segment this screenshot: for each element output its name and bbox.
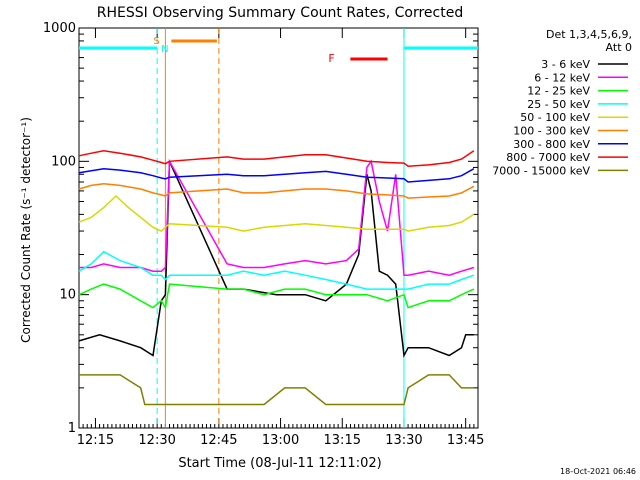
- x-tick-label: 12:15: [77, 433, 114, 448]
- x-tick-label: 13:00: [262, 433, 299, 448]
- legend-label-6: 300 - 800 keV: [513, 138, 590, 151]
- legend-label-2: 12 - 25 keV: [527, 85, 590, 98]
- y-tick-label: 100: [51, 154, 76, 169]
- legend-label-1: 6 - 12 keV: [534, 71, 590, 84]
- series-line-1: [79, 158, 475, 276]
- series-line-3: [78, 250, 475, 290]
- x-tick-label: 12:45: [200, 433, 237, 448]
- legend-header-1: Det 1,3,4,5,6,9,: [546, 28, 632, 41]
- series-line-4: [78, 194, 475, 232]
- legend-label-3: 25 - 50 keV: [527, 98, 590, 111]
- footer-date: 18-Oct-2021 06:46: [560, 467, 636, 476]
- x-tick-label: 13:30: [385, 433, 422, 448]
- legend-label-8: 7000 - 15000 keV: [492, 164, 590, 177]
- x-tick-label: 13:15: [324, 433, 361, 448]
- series-line-2: [78, 283, 475, 310]
- legend-label-5: 100 - 300 keV: [513, 125, 590, 138]
- legend-label-4: 50 - 100 keV: [520, 111, 590, 124]
- x-axis-label: Start Time (08-Jul-11 12:11:02): [178, 456, 381, 471]
- plot-frame: [78, 27, 479, 429]
- series-line-8: [79, 374, 474, 406]
- y-tick-label: 10: [59, 288, 76, 303]
- y-tick-label: 1000: [43, 21, 76, 36]
- series-line-0: [78, 160, 474, 358]
- chart-title: RHESSI Observing Summary Count Rates, Co…: [97, 5, 463, 21]
- legend-label-0: 3 - 6 keV: [541, 58, 590, 71]
- annotation-s: S: [153, 36, 159, 47]
- y-tick-label: 1: [68, 421, 76, 436]
- x-tick-label: 12:30: [138, 433, 175, 448]
- annotation-n: N: [161, 44, 168, 55]
- series-line-5: [78, 182, 475, 199]
- legend-header-2: Att 0: [606, 41, 632, 54]
- series-line-6: [78, 167, 475, 183]
- y-axis-label: Corrected Count Rate (s⁻¹ detector⁻¹): [19, 117, 33, 343]
- annotation-f: F: [328, 52, 334, 65]
- x-tick-label: 13:45: [447, 433, 484, 448]
- plot-area: 1 10 100 1000 12:15 12:30 12:45 13:00 13:15 13:30…: [43, 21, 628, 448]
- legend-label-7: 800 - 7000 keV: [506, 151, 590, 164]
- series-line-7: [78, 150, 475, 167]
